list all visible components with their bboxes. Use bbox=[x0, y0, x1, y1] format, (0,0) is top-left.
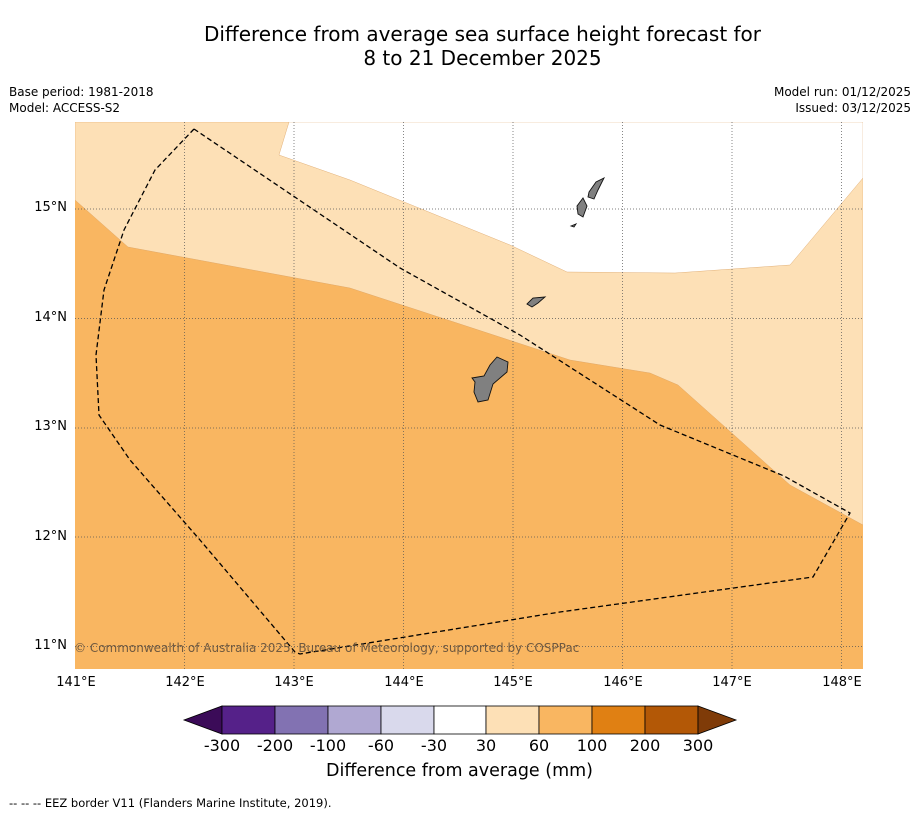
eez-border bbox=[95, 128, 851, 655]
colorbar-label: -30 bbox=[420, 736, 448, 755]
colorbar-label: 60 bbox=[528, 736, 550, 755]
colorbar-label: 300 bbox=[682, 736, 714, 755]
lat-label: 12°N bbox=[34, 529, 67, 544]
colorbar-segment bbox=[485, 705, 540, 735]
lon-label: 141°E bbox=[56, 675, 96, 690]
colorbar-label: -100 bbox=[309, 736, 347, 755]
colorbar-label: 200 bbox=[629, 736, 661, 755]
colorbar-title: Difference from average (mm) bbox=[325, 761, 594, 781]
colorbar-label: 100 bbox=[576, 736, 608, 755]
island-tinian bbox=[576, 197, 588, 218]
island-rota bbox=[526, 296, 547, 308]
colorbar-extend-high bbox=[697, 705, 738, 735]
chart-title-line2: 8 to 21 December 2025 bbox=[363, 46, 602, 70]
lat-label: 11°N bbox=[34, 638, 67, 653]
lon-label: 143°E bbox=[274, 675, 314, 690]
lat-label: 13°N bbox=[34, 419, 67, 434]
eez-legend-note: -- -- -- EEZ border V11 (Flanders Marine… bbox=[9, 796, 332, 810]
lat-label: 14°N bbox=[34, 310, 67, 325]
band-neutral-region bbox=[278, 122, 863, 274]
island-guam bbox=[471, 356, 509, 403]
colorbar-segment bbox=[221, 705, 276, 735]
colorbar-segment bbox=[433, 705, 487, 735]
lat-label: 15°N bbox=[34, 200, 67, 215]
graticule bbox=[75, 122, 863, 669]
colorbar-label: -200 bbox=[256, 736, 294, 755]
island-aguijan bbox=[569, 223, 578, 228]
colorbar-segment bbox=[327, 705, 382, 735]
lon-label: 145°E bbox=[493, 675, 533, 690]
colorbar-segment bbox=[274, 705, 329, 735]
colorbar-label: -60 bbox=[367, 736, 395, 755]
colorbar-extend-low bbox=[182, 705, 223, 735]
base-period-text: Base period: 1981-2018 bbox=[9, 85, 154, 99]
lon-label: 147°E bbox=[712, 675, 752, 690]
colorbar-segment bbox=[591, 705, 646, 735]
colorbar-label: 30 bbox=[475, 736, 497, 755]
issued-text: Issued: 03/12/2025 bbox=[795, 101, 911, 115]
colorbar bbox=[182, 705, 738, 735]
lon-label: 142°E bbox=[165, 675, 205, 690]
colorbar-segment bbox=[644, 705, 699, 735]
chart-title-line1: Difference from average sea surface heig… bbox=[203, 22, 762, 46]
lon-label: 144°E bbox=[384, 675, 424, 690]
model-text: Model: ACCESS-S2 bbox=[9, 101, 121, 115]
island-saipan bbox=[587, 176, 606, 200]
model-run-text: Model run: 01/12/2025 bbox=[773, 85, 911, 99]
copyright-text: © Commonwealth of Australia 2025, Bureau… bbox=[74, 641, 580, 655]
colorbar-segment bbox=[538, 705, 593, 735]
colorbar-segment bbox=[380, 705, 435, 735]
lon-label: 148°E bbox=[822, 675, 862, 690]
colorbar-label: -300 bbox=[203, 736, 241, 755]
lon-label: 146°E bbox=[603, 675, 643, 690]
